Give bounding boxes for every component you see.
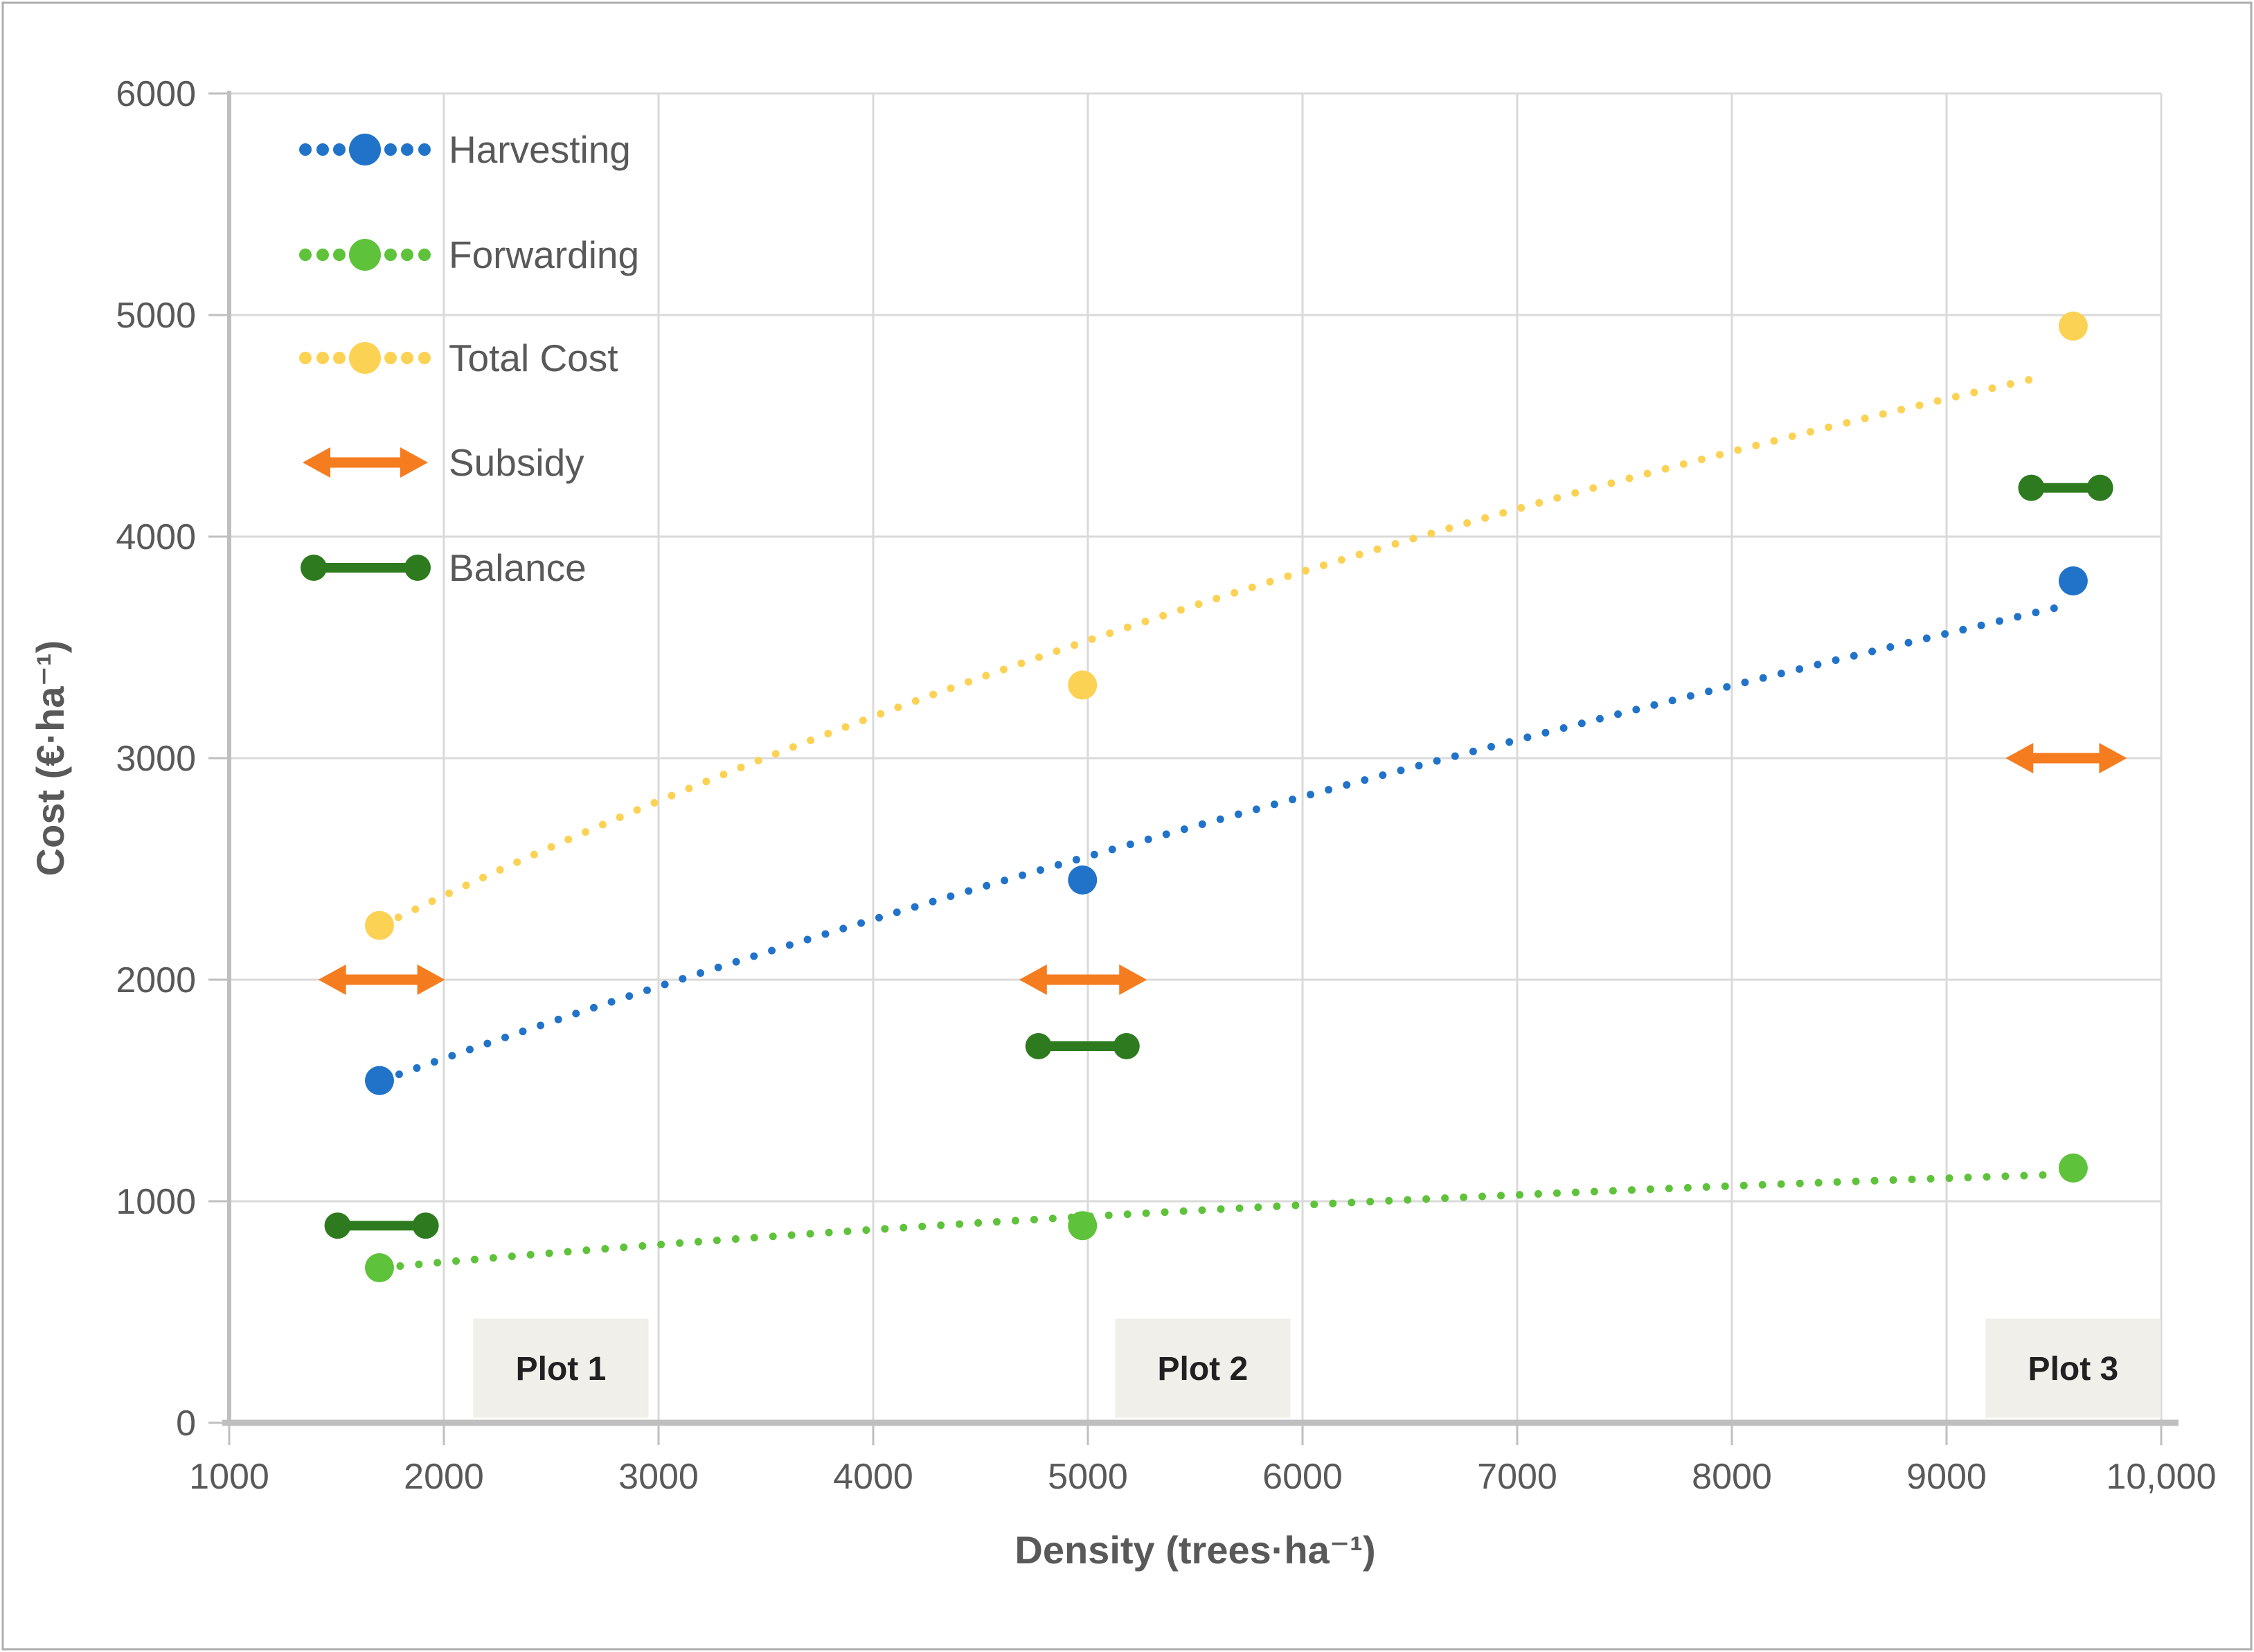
- balance-bar-endpoint: [412, 1212, 439, 1239]
- legend-item-total-cost: Total Cost: [299, 336, 618, 379]
- balance-bar-endpoint: [2086, 474, 2113, 501]
- x-tick-label: 2000: [404, 1457, 484, 1497]
- total-cost-trendline: [377, 373, 2045, 930]
- y-axis-title: Cost (€·ha⁻¹): [28, 640, 72, 877]
- legend-item-balance: Balance: [301, 546, 587, 589]
- grid-layer: [229, 92, 2163, 1423]
- legend-item-harvesting: Harvesting: [299, 128, 631, 171]
- x-tick-label: 10,000: [2106, 1457, 2216, 1497]
- x-tick-label: 8000: [1692, 1457, 1772, 1497]
- legend-dot: [384, 143, 397, 156]
- plot-label-box: [1115, 1318, 1291, 1418]
- legend-dot: [333, 143, 346, 156]
- subsidy-arrow: [2005, 743, 2127, 773]
- balance-bar-endpoint: [1113, 1033, 1140, 1059]
- y-tick-label: 0: [176, 1403, 196, 1444]
- annotation-layer: Plot 1 Plot 2 Plot 3: [473, 1318, 2161, 1418]
- harvesting-point: [2058, 566, 2088, 595]
- legend: Harvesting Forwarding Total Cost Subsidy Bal…: [299, 128, 639, 589]
- harvesting-trendline: [377, 601, 2071, 1085]
- plot-label: Plot 2: [1115, 1318, 1291, 1418]
- forwarding-point: [1068, 1211, 1098, 1241]
- legend-dot: [299, 249, 312, 261]
- x-tick-label: 1000: [189, 1457, 269, 1497]
- legend-dot: [384, 352, 397, 364]
- x-tick-label: 5000: [1048, 1457, 1128, 1497]
- forwarding-point: [365, 1253, 394, 1282]
- tick-label-layer: 1000 2000 3000 4000 5000 6000 7000 8000 9000 10,0…: [116, 74, 2216, 1497]
- legend-label: Subsidy: [449, 441, 584, 484]
- legend-dot: [316, 249, 329, 261]
- legend-dot: [333, 352, 346, 364]
- forwarding-legend-marker: [349, 239, 381, 271]
- legend-label: Forwarding: [449, 233, 639, 276]
- legend-label: Balance: [449, 546, 587, 589]
- legend-item-subsidy: Subsidy: [303, 441, 584, 484]
- legend-dot: [401, 143, 413, 156]
- legend-item-forwarding: Forwarding: [299, 233, 639, 276]
- balance-bar-endpoint: [324, 1212, 351, 1239]
- legend-dot: [418, 249, 431, 261]
- legend-dot: [299, 352, 312, 364]
- y-tick-label: 2000: [116, 960, 196, 1000]
- legend-dot: [333, 249, 346, 261]
- x-tick-label: 9000: [1906, 1457, 1987, 1497]
- legend-dot: [299, 143, 312, 156]
- total-cost-point: [1068, 670, 1098, 700]
- x-tick-label: 6000: [1262, 1457, 1343, 1497]
- legend-dot: [418, 352, 431, 364]
- x-tick-label: 3000: [618, 1457, 699, 1497]
- legend-dot: [401, 249, 413, 261]
- legend-label: Harvesting: [449, 128, 631, 171]
- plot-label-text: Plot 3: [2028, 1351, 2119, 1388]
- total-cost-point: [2058, 312, 2088, 341]
- subsidy-legend-marker: [303, 447, 428, 478]
- subsidy-arrow: [318, 964, 445, 995]
- legend-dot: [316, 143, 329, 156]
- axis-layer: [208, 91, 2179, 1445]
- plot-label-box: [1985, 1318, 2161, 1418]
- legend-dot: [316, 352, 329, 364]
- plot-label-text: Plot 2: [1158, 1351, 1249, 1388]
- subsidy-arrow: [1019, 964, 1147, 995]
- balance-legend-marker-endpoint: [404, 555, 431, 581]
- harvesting-legend-marker: [349, 134, 381, 165]
- plot-label-text: Plot 1: [516, 1351, 607, 1388]
- balance-bar-endpoint: [1025, 1033, 1052, 1059]
- y-tick-label: 1000: [116, 1182, 196, 1222]
- y-tick-label: 3000: [116, 739, 196, 779]
- balance-legend-marker-endpoint: [301, 555, 327, 581]
- legend-dot: [384, 249, 397, 261]
- total-cost-legend-marker: [349, 342, 381, 374]
- y-tick-label: 6000: [116, 74, 196, 114]
- legend-label: Total Cost: [449, 336, 618, 379]
- harvesting-point: [1068, 865, 1098, 895]
- legend-dot: [401, 352, 413, 364]
- legend-dot: [418, 143, 431, 156]
- plot-label-box: [473, 1318, 649, 1418]
- plot-label: Plot 1: [473, 1318, 649, 1418]
- total-cost-point: [365, 910, 394, 940]
- x-axis-title: Density (trees·ha⁻¹): [1014, 1528, 1375, 1572]
- x-tick-label: 4000: [833, 1457, 913, 1497]
- series-layer: [318, 312, 2127, 1282]
- x-tick-label: 7000: [1477, 1457, 1557, 1497]
- harvesting-point: [365, 1066, 394, 1095]
- y-tick-label: 4000: [116, 517, 196, 557]
- balance-bar-endpoint: [2018, 474, 2045, 501]
- forwarding-point: [2058, 1153, 2088, 1183]
- y-tick-label: 5000: [116, 296, 196, 336]
- plot-label: Plot 3: [1985, 1318, 2161, 1418]
